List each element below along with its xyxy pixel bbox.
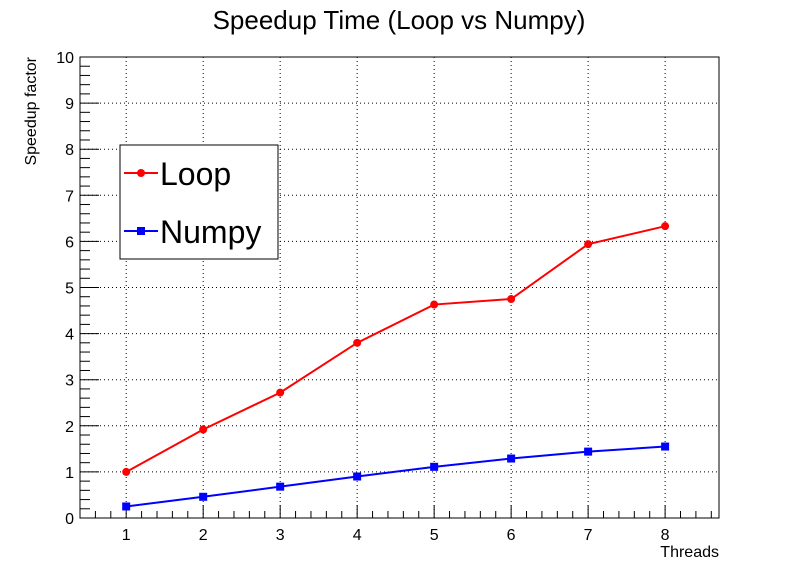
y-tick-label: 10 (56, 50, 74, 67)
numpy-data-point (353, 472, 362, 481)
loop-data-point (661, 222, 670, 231)
legend-numpy-marker (137, 227, 145, 235)
x-tick-label: 1 (122, 527, 131, 544)
loop-data-point (430, 300, 439, 309)
legend-loop-marker (137, 169, 145, 177)
loop-data-point (122, 467, 131, 476)
loop-data-point (507, 295, 516, 304)
x-tick-label: 8 (661, 527, 670, 544)
x-tick-label: 4 (353, 527, 362, 544)
x-tick-label: 6 (507, 527, 516, 544)
y-tick-label: 3 (65, 373, 74, 390)
legend-box (119, 144, 279, 260)
x-axis-label: Threads (660, 544, 719, 561)
grid (80, 57, 719, 518)
legend-numpy-label: Numpy (160, 214, 261, 250)
x-tick-label: 2 (199, 527, 208, 544)
x-tick-label: 7 (584, 527, 593, 544)
numpy-series-line (126, 445, 666, 508)
y-tick-label: 0 (65, 511, 74, 528)
y-tick-label: 8 (65, 142, 74, 159)
loop-series-line (125, 225, 666, 473)
numpy-data-point (507, 454, 516, 463)
y-tick-label: 5 (65, 281, 74, 298)
loop-data-point (353, 338, 362, 347)
legend: Loop Numpy (119, 144, 279, 260)
numpy-data-point (122, 502, 131, 511)
axes: 1 2 3 4 5 6 7 8 0 1 2 3 4 5 6 7 8 9 10 (56, 50, 712, 544)
y-tick-label: 4 (65, 327, 74, 344)
x-tick-label: 5 (430, 527, 439, 544)
y-tick-label: 6 (65, 234, 74, 251)
series (122, 222, 670, 511)
y-tick-label: 1 (65, 465, 74, 482)
loop-data-point (199, 425, 208, 434)
x-tick-label: 3 (276, 527, 285, 544)
numpy-data-point (661, 442, 670, 451)
y-axis-label: Speedup factor (23, 56, 40, 165)
numpy-data-point (199, 492, 208, 501)
numpy-data-point (430, 462, 439, 471)
numpy-data-point (276, 482, 285, 491)
y-tick-label: 7 (65, 188, 74, 205)
loop-data-point (584, 240, 593, 249)
y-tick-label: 2 (65, 419, 74, 436)
y-tick-label: 9 (65, 96, 74, 113)
numpy-data-point (584, 447, 593, 456)
loop-data-point (276, 388, 285, 397)
chart-title: Speedup Time (Loop vs Numpy) (213, 5, 586, 35)
legend-loop-label: Loop (160, 156, 231, 192)
